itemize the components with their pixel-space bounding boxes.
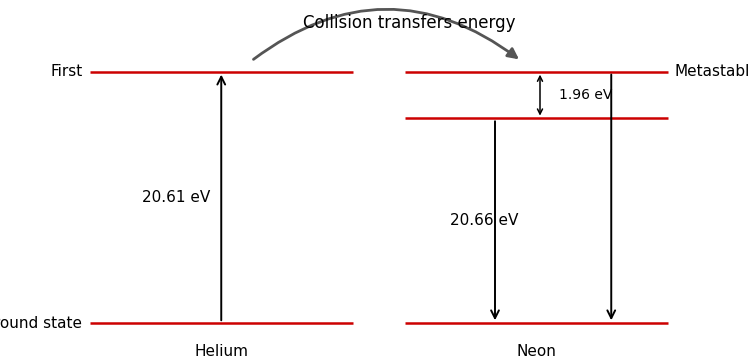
Text: 1.96 eV: 1.96 eV (559, 88, 612, 102)
Text: Metastable: Metastable (675, 64, 750, 79)
Text: Collision transfers energy: Collision transfers energy (302, 14, 515, 32)
Text: 20.66 eV: 20.66 eV (449, 213, 518, 228)
Text: 20.61 eV: 20.61 eV (142, 190, 210, 205)
Text: Helium: Helium (194, 344, 248, 359)
Text: First: First (50, 64, 82, 79)
Text: Neon: Neon (516, 344, 556, 359)
Text: Ground state: Ground state (0, 316, 82, 331)
